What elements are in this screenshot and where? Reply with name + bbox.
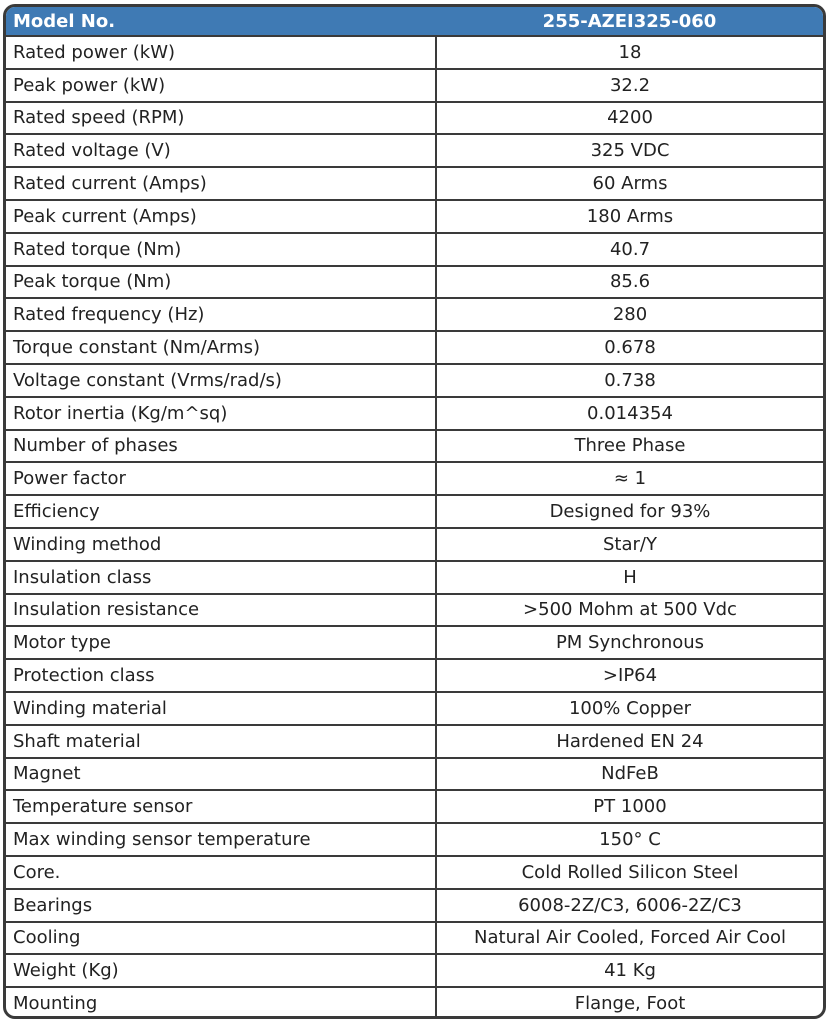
row-label: Cooling xyxy=(6,921,437,956)
table-row: Winding method Star/Y xyxy=(6,527,823,562)
table-row: Peak power (kW) 32.2 xyxy=(6,68,823,103)
row-label: Voltage constant (Vrms/rad/s) xyxy=(6,363,437,398)
row-value: 0.738 xyxy=(436,363,823,398)
table-row: Rated voltage (V) 325 VDC xyxy=(6,134,823,169)
table-row: Magnet NdFeB xyxy=(6,757,823,792)
row-label: Winding material xyxy=(6,691,437,726)
row-value: Designed for 93% xyxy=(436,495,823,529)
table-row: Protection class >IP64 xyxy=(6,659,823,693)
spec-table-container: Model No. 255-AZEI325-060 Rated power (k… xyxy=(3,4,826,1019)
row-value: Flange, Foot xyxy=(574,993,686,1014)
row-label: Insulation class xyxy=(6,560,437,595)
row-label: Efficiency xyxy=(6,495,437,529)
row-value: 18 xyxy=(436,36,823,70)
row-label: Temperature sensor xyxy=(6,790,437,825)
table-row: Rotor inertia (Kg/m^sq) 0.014354 xyxy=(6,396,823,431)
row-label: Max winding sensor temperature xyxy=(6,823,437,857)
table-row: Mounting Flange, Foot xyxy=(6,987,823,1016)
table-row: Insulation class H xyxy=(6,560,823,595)
table-row: Rated current (Amps) 60 Arms xyxy=(6,167,823,201)
row-value: PM Synchronous xyxy=(436,626,823,661)
table-header: Model No. 255-AZEI325-060 xyxy=(6,7,823,37)
row-label: Peak torque (Nm) xyxy=(6,265,437,300)
row-value: >IP64 xyxy=(436,659,823,693)
row-value: 32.2 xyxy=(436,68,823,103)
row-value: H xyxy=(436,560,823,595)
header-value: 255-AZEI325-060 xyxy=(436,7,823,37)
row-label: Protection class xyxy=(6,659,437,693)
row-label: Bearings xyxy=(6,888,437,923)
row-label: Power factor xyxy=(6,462,437,497)
row-value: NdFeB xyxy=(436,757,823,792)
table-row: Motor type PM Synchronous xyxy=(6,626,823,661)
row-value: 41 Kg xyxy=(436,954,823,989)
table-row: Rated speed (RPM) 4200 xyxy=(6,101,823,136)
table-row: Voltage constant (Vrms/rad/s) 0.738 xyxy=(6,363,823,398)
row-value: >500 Mohm at 500 Vdc xyxy=(436,593,823,628)
table-row: Rated power (kW) 18 xyxy=(6,36,823,70)
row-value: 325 VDC xyxy=(436,134,823,169)
row-label: Torque constant (Nm/Arms) xyxy=(6,331,437,365)
row-value: Natural Air Cooled, Forced Air Cool xyxy=(436,921,823,956)
row-label: Magnet xyxy=(6,757,437,792)
row-label: Insulation resistance xyxy=(6,593,437,628)
row-value: PT 1000 xyxy=(436,790,823,825)
row-value: 100% Copper xyxy=(436,691,823,726)
table-row: Bearings 6008-2Z/C3, 6006-2Z/C3 xyxy=(6,888,823,923)
row-label: Rated speed (RPM) xyxy=(6,101,437,136)
row-value: 0.014354 xyxy=(436,396,823,431)
row-value: Cold Rolled Silicon Steel xyxy=(436,855,823,890)
row-value: Three Phase xyxy=(436,429,823,464)
row-label: Rated torque (Nm) xyxy=(6,232,437,267)
table-row: Torque constant (Nm/Arms) 0.678 xyxy=(6,331,823,365)
table-row: Number of phases Three Phase xyxy=(6,429,823,464)
row-label: Rated power (kW) xyxy=(6,36,437,70)
table-row: Peak current (Amps) 180 Arms xyxy=(6,199,823,234)
row-label: Rated current (Amps) xyxy=(6,167,437,201)
row-value: 0.678 xyxy=(436,331,823,365)
spec-table: Model No. 255-AZEI325-060 Rated power (k… xyxy=(6,7,823,1016)
row-value: 40.7 xyxy=(436,232,823,267)
row-value: Hardened EN 24 xyxy=(436,724,823,759)
table-row: Weight (Kg) 41 Kg xyxy=(6,954,823,989)
row-value: 280 xyxy=(436,298,823,333)
row-value: 4200 xyxy=(436,101,823,136)
row-value: 180 Arms xyxy=(436,199,823,234)
table-row: Efficiency Designed for 93% xyxy=(6,495,823,529)
table-row: Rated frequency (Hz) 280 xyxy=(6,298,823,333)
table-row: Insulation resistance >500 Mohm at 500 Vd… xyxy=(6,593,823,628)
row-label: Core. xyxy=(6,855,437,890)
row-value: 6008-2Z/C3, 6006-2Z/C3 xyxy=(436,888,823,923)
row-label: Mounting xyxy=(6,987,437,1016)
row-label: Peak current (Amps) xyxy=(6,199,437,234)
table-row: Rated torque (Nm) 40.7 xyxy=(6,232,823,267)
header-label: Model No. xyxy=(6,7,436,37)
row-label: Number of phases xyxy=(6,429,437,464)
row-label: Rated voltage (V) xyxy=(6,134,437,169)
row-label: Motor type xyxy=(6,626,437,661)
row-value: Star/Y xyxy=(436,527,823,562)
row-label: Shaft material xyxy=(6,724,437,759)
row-label: Winding method xyxy=(6,527,437,562)
row-label: Weight (Kg) xyxy=(6,954,437,989)
table-row: Winding material 100% Copper xyxy=(6,691,823,726)
table-row: Temperature sensor PT 1000 xyxy=(6,790,823,825)
row-label: Rated frequency (Hz) xyxy=(6,298,437,333)
table-row: Core. Cold Rolled Silicon Steel xyxy=(6,855,823,890)
row-value: 150° C xyxy=(436,823,823,857)
row-value: 85.6 xyxy=(436,265,823,300)
row-value: ≈ 1 xyxy=(436,462,823,497)
row-value: 60 Arms xyxy=(436,167,823,201)
row-label: Rotor inertia (Kg/m^sq) xyxy=(6,396,437,431)
table-row: Peak torque (Nm) 85.6 xyxy=(6,265,823,300)
table-row: Max winding sensor temperature 150° C xyxy=(6,823,823,857)
table-row: Shaft material Hardened EN 24 xyxy=(6,724,823,759)
table-row: Cooling Natural Air Cooled, Forced Air Co… xyxy=(6,921,823,956)
table-row: Power factor ≈ 1 xyxy=(6,462,823,497)
row-label: Peak power (kW) xyxy=(6,68,437,103)
